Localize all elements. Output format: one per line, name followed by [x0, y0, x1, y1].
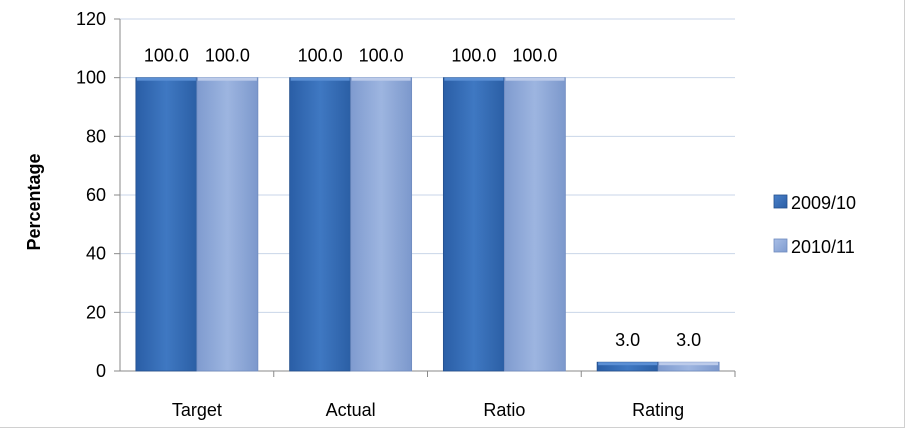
data-label: 100.0 — [512, 46, 557, 66]
y-tick-label: 120 — [76, 9, 106, 29]
legend-swatch — [773, 194, 788, 209]
bar-2010/11-Target — [196, 77, 259, 372]
x-tick-label: Rating — [632, 400, 684, 420]
legend-label: 2010/11 — [791, 237, 855, 257]
data-label: 100.0 — [144, 46, 189, 66]
bar-top-highlight — [444, 77, 504, 81]
bar-top-highlight — [659, 362, 719, 366]
bar-top-highlight — [136, 77, 196, 81]
bar-2009/10-Actual — [289, 77, 352, 372]
bar-2010/11-Ratio — [503, 77, 566, 372]
y-tick-label: 20 — [86, 302, 106, 322]
x-tick-label: Target — [172, 400, 222, 420]
bar-top-highlight — [290, 77, 350, 81]
y-tick-label: 0 — [96, 361, 106, 381]
data-label: 100.0 — [205, 46, 250, 66]
legend: 2009/10 2010/11 — [773, 193, 856, 257]
bar-top-highlight — [598, 362, 658, 366]
data-labels: 100.0 100.0 100.0 100.0 100.0 100.0 3.0 3.0 — [144, 46, 701, 351]
y-tick-label: 100 — [76, 68, 106, 88]
data-label: 100.0 — [359, 46, 404, 66]
y-tick-label: 40 — [86, 244, 106, 264]
y-axis-label: Percentage — [24, 153, 44, 250]
data-label: 3.0 — [615, 330, 640, 350]
y-tick-label: 80 — [86, 126, 106, 146]
x-tick-label: Actual — [326, 400, 376, 420]
legend-swatch — [773, 238, 788, 253]
bar-2009/10-Target — [135, 77, 198, 372]
data-label: 100.0 — [451, 46, 496, 66]
legend-label: 2009/10 — [791, 193, 856, 213]
data-label: 3.0 — [676, 330, 701, 350]
bar-top-highlight — [505, 77, 565, 81]
bar-2010/11-Actual — [350, 77, 413, 372]
data-label: 100.0 — [298, 46, 343, 66]
y-tick-label: 60 — [86, 185, 106, 205]
bars — [135, 77, 720, 372]
bar-top-highlight — [197, 77, 257, 81]
x-tick-label: Ratio — [483, 400, 525, 420]
bar-top-highlight — [351, 77, 411, 81]
bar-2009/10-Ratio — [442, 77, 505, 372]
